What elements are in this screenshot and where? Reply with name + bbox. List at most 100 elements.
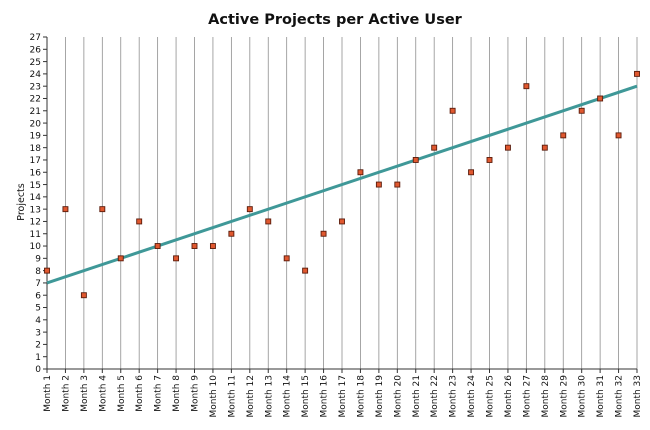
x-tick-label-9: Month 9 [191,375,201,412]
data-point-19 [375,181,382,188]
y-tick-label-2: 2 [35,341,41,351]
data-point-12 [246,206,253,213]
data-point-7 [154,243,161,249]
data-point-30 [578,107,585,114]
y-tick-label-14: 14 [30,193,42,203]
trendline [46,84,638,285]
y-tick-label-10: 10 [30,242,42,252]
x-tick-label-13: Month 13 [264,375,274,418]
data-point-3 [80,292,87,299]
data-point-31 [597,95,604,102]
y-tick-label-0: 0 [35,365,41,375]
x-tick-label-30: Month 30 [578,375,588,418]
y-tick-label-21: 21 [30,107,41,117]
data-point-2 [62,206,69,213]
data-point-10 [209,243,216,249]
data-point-18 [357,169,364,176]
x-tick-label-24: Month 24 [467,375,477,418]
y-axis-ticks: 0123456789101112131415161718192021222324… [30,33,47,375]
x-tick-label-19: Month 19 [375,375,385,418]
data-point-1 [44,267,50,274]
x-tick-label-16: Month 16 [320,375,330,418]
data-point-25 [486,157,493,163]
x-tick-label-8: Month 8 [172,375,182,412]
x-tick-label-22: Month 22 [430,375,440,418]
x-tick-label-14: Month 14 [283,375,293,418]
x-tick-label-28: Month 28 [541,375,551,418]
x-tick-label-12: Month 12 [246,375,256,418]
y-tick-label-7: 7 [35,279,41,289]
y-tick-label-5: 5 [35,304,41,314]
x-tick-label-7: Month 7 [154,375,164,412]
data-point-29 [560,132,567,139]
data-point-28 [541,144,548,151]
chart-title: Active Projects per Active User [208,12,463,28]
grid-lines [46,37,638,369]
y-tick-label-24: 24 [30,70,42,80]
data-point-5 [117,255,124,262]
y-tick-label-20: 20 [30,119,42,129]
y-tick-label-18: 18 [30,144,42,154]
data-point-20 [394,181,401,188]
data-point-33 [634,70,640,77]
data-point-13 [265,218,272,225]
y-tick-label-1: 1 [35,353,41,363]
data-point-8 [173,255,180,262]
y-tick-label-26: 26 [30,45,42,55]
y-tick-label-15: 15 [30,181,41,191]
x-tick-label-21: Month 21 [412,375,422,418]
x-tick-label-31: Month 31 [596,375,606,418]
y-tick-label-13: 13 [30,205,41,215]
data-point-16 [320,230,327,237]
y-tick-label-9: 9 [35,255,41,265]
x-axis-ticks: Month 1 Month 2 Month 3 Month 4 Month 5 Month… [43,369,643,418]
data-point-22 [431,144,438,151]
x-tick-label-27: Month 27 [522,375,532,418]
y-tick-label-16: 16 [30,168,42,178]
x-tick-label-4: Month 4 [98,375,108,412]
y-tick-label-3: 3 [35,328,41,338]
y-tick-label-6: 6 [35,291,41,301]
x-tick-label-23: Month 23 [449,375,459,418]
y-tick-label-4: 4 [35,316,41,326]
data-point-6 [136,218,143,225]
data-point-23 [449,107,456,114]
data-point-26 [504,144,511,151]
y-tick-label-12: 12 [30,218,41,228]
data-point-21 [412,157,419,163]
x-tick-label-29: Month 29 [559,375,569,418]
x-tick-label-2: Month 2 [61,375,71,412]
data-points [44,70,640,299]
x-tick-label-20: Month 20 [393,375,403,418]
x-tick-label-15: Month 15 [301,375,311,418]
data-point-24 [468,169,475,176]
y-tick-label-25: 25 [30,58,41,68]
x-tick-label-26: Month 26 [504,375,514,418]
x-tick-label-5: Month 5 [117,375,127,412]
y-tick-label-27: 27 [30,33,41,43]
y-tick-label-23: 23 [30,82,41,92]
y-tick-label-19: 19 [30,132,42,142]
data-point-32 [615,132,622,139]
y-tick-label-22: 22 [30,95,41,105]
x-tick-label-33: Month 33 [633,375,643,418]
data-point-14 [283,255,290,262]
data-point-27 [523,83,530,90]
x-tick-label-1: Month 1 [43,375,53,412]
x-tick-label-18: Month 18 [356,375,366,418]
y-tick-label-8: 8 [35,267,41,277]
trendline-layer [46,84,638,285]
x-tick-label-10: Month 10 [209,375,219,418]
x-tick-label-11: Month 11 [227,375,237,418]
data-point-11 [228,230,235,237]
x-tick-label-32: Month 32 [615,375,625,418]
x-tick-label-3: Month 3 [80,375,90,412]
x-tick-label-25: Month 25 [486,375,496,418]
y-tick-label-11: 11 [30,230,41,240]
data-point-9 [191,243,198,249]
x-tick-label-17: Month 17 [338,375,348,418]
y-axis-label: Projects [16,183,27,221]
data-point-17 [339,218,345,225]
data-point-4 [99,206,106,213]
